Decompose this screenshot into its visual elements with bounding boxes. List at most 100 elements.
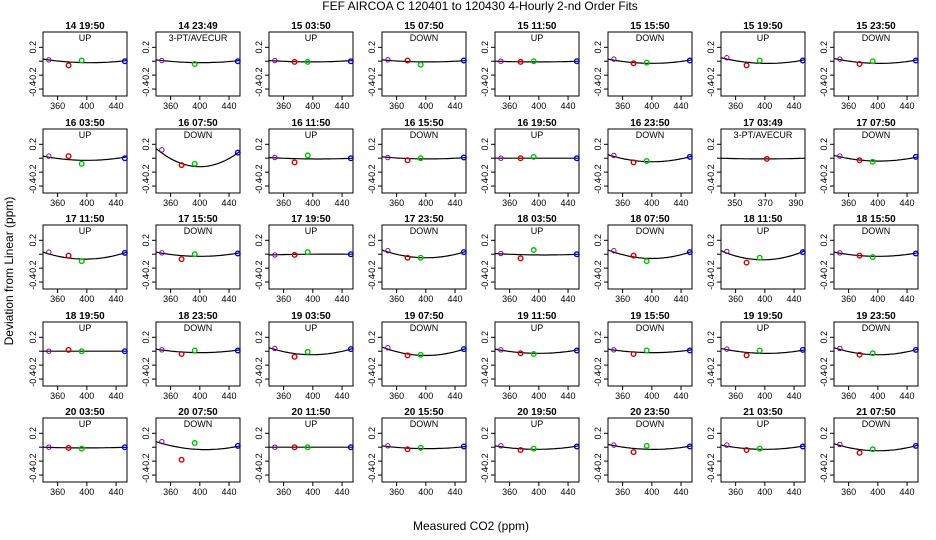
data-point bbox=[272, 154, 278, 161]
y-tick-label: 0.2 bbox=[254, 331, 264, 344]
panel-title: 18 07:50 bbox=[630, 214, 670, 225]
y-tick-label: -0.4 bbox=[141, 467, 151, 483]
panel-title: 17 15:50 bbox=[178, 214, 218, 225]
y-tick-label: -0.4 bbox=[254, 467, 264, 483]
data-point bbox=[611, 56, 617, 62]
y-tick-label: -0.4 bbox=[593, 81, 603, 97]
x-tick-label: 360 bbox=[276, 198, 291, 208]
panel-title: 15 19:50 bbox=[743, 21, 783, 32]
data-point bbox=[743, 259, 750, 266]
panel-direction-label: UP bbox=[531, 226, 544, 236]
y-tick-label: 0.2 bbox=[819, 331, 829, 344]
y-tick-label: -0.4 bbox=[141, 178, 151, 194]
data-point bbox=[159, 438, 165, 445]
x-tick-label: 360 bbox=[728, 101, 743, 111]
y-tick-label: -0.4 bbox=[819, 371, 829, 387]
data-point bbox=[291, 159, 298, 166]
x-tick-label: 360 bbox=[389, 294, 404, 304]
x-tick-label: 440 bbox=[222, 294, 237, 304]
panel-frame bbox=[607, 128, 693, 194]
x-tick-label: 400 bbox=[192, 198, 207, 208]
data-point bbox=[347, 346, 354, 353]
x-tick-label: 440 bbox=[787, 487, 802, 497]
y-tick-label: -0.2 bbox=[141, 164, 151, 180]
data-point bbox=[191, 347, 198, 354]
data-point bbox=[869, 58, 876, 65]
panel-frame bbox=[607, 321, 693, 387]
data-point bbox=[837, 250, 843, 256]
x-tick-label: 360 bbox=[163, 101, 178, 111]
fit-curve bbox=[607, 154, 693, 163]
x-tick-label: 360 bbox=[841, 391, 856, 401]
x-tick-label: 440 bbox=[335, 294, 350, 304]
data-point bbox=[291, 444, 298, 451]
y-tick-label: -0.4 bbox=[480, 467, 490, 483]
y-tick-label: -0.4 bbox=[593, 178, 603, 194]
panel-direction-label: DOWN bbox=[636, 323, 665, 333]
panel-frame bbox=[268, 417, 354, 483]
y-axis-title: Deviation from Linear (ppm) bbox=[2, 197, 16, 346]
x-tick-label: 440 bbox=[787, 101, 802, 111]
panel-frame bbox=[381, 128, 467, 194]
panel-frame bbox=[42, 128, 128, 194]
y-tick-label: 0.2 bbox=[480, 427, 490, 440]
y-tick-label: -0.2 bbox=[593, 67, 603, 83]
x-tick-label: 360 bbox=[728, 294, 743, 304]
panel-direction-label: DOWN bbox=[184, 130, 213, 140]
y-tick-label: 0.2 bbox=[141, 138, 151, 151]
y-tick-label: 0.2 bbox=[706, 41, 716, 54]
y-tick-label: 0.2 bbox=[706, 331, 716, 344]
panel-frame bbox=[833, 417, 919, 483]
data-point bbox=[272, 57, 278, 64]
x-tick-label: 360 bbox=[841, 198, 856, 208]
y-tick-label: -0.4 bbox=[593, 274, 603, 290]
y-tick-label: -0.2 bbox=[819, 453, 829, 469]
fit-curve bbox=[720, 347, 806, 354]
y-tick-label: -0.2 bbox=[706, 260, 716, 276]
data-point bbox=[78, 445, 85, 452]
panel-direction-label: DOWN bbox=[184, 323, 213, 333]
y-tick-label: -0.2 bbox=[141, 260, 151, 276]
data-point bbox=[159, 347, 165, 353]
x-tick-label: 440 bbox=[900, 198, 915, 208]
fit-curve bbox=[155, 251, 241, 257]
data-point bbox=[46, 249, 52, 255]
fit-curve bbox=[268, 59, 354, 63]
x-tick-label: 360 bbox=[502, 294, 517, 304]
y-tick-label: -0.4 bbox=[367, 178, 377, 194]
data-point bbox=[517, 155, 524, 162]
x-tick-label: 360 bbox=[615, 487, 630, 497]
x-tick-label: 400 bbox=[418, 294, 433, 304]
data-point bbox=[121, 348, 128, 355]
y-tick-label: -0.4 bbox=[480, 178, 490, 194]
x-tick-label: 360 bbox=[389, 198, 404, 208]
x-tick-label: 440 bbox=[674, 294, 689, 304]
y-tick-label: -0.2 bbox=[593, 164, 603, 180]
panel-frame bbox=[833, 224, 919, 290]
panel-frame bbox=[155, 31, 241, 97]
y-tick-label: 0.2 bbox=[480, 331, 490, 344]
panel-frame bbox=[268, 31, 354, 97]
panel-title: 18 19:50 bbox=[65, 311, 105, 322]
panel-frame bbox=[607, 31, 693, 97]
panel-frame bbox=[833, 128, 919, 194]
data-point bbox=[686, 443, 693, 450]
y-tick-label: 0.2 bbox=[141, 331, 151, 344]
panel-title: 15 15:50 bbox=[630, 21, 670, 32]
panel-direction-label: UP bbox=[79, 33, 92, 43]
data-point bbox=[46, 444, 52, 450]
x-tick-label: 360 bbox=[50, 391, 65, 401]
data-point bbox=[611, 152, 617, 159]
x-tick-label: 440 bbox=[900, 294, 915, 304]
data-point bbox=[643, 258, 650, 265]
panel-frame bbox=[833, 321, 919, 387]
